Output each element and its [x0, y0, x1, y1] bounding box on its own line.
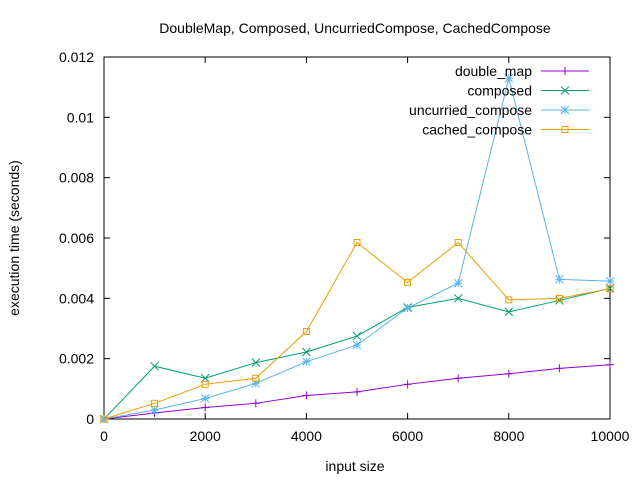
data-point — [302, 357, 311, 367]
data-point — [100, 415, 108, 423]
axis-ticks: 0 2000 4000 6000 8000 10000 0 0.002 0.004 0.006 0.… — [59, 49, 630, 444]
legend: double_map composed uncurried_composecache… — [409, 63, 589, 138]
data-point — [302, 391, 311, 400]
legend-item: cached_compose — [422, 122, 589, 138]
data-point — [151, 399, 159, 407]
plot-frame — [103, 56, 611, 420]
x-tick-label: 2000 — [190, 428, 221, 444]
data-point — [403, 303, 412, 313]
y-tick-label: 0.01 — [67, 109, 94, 125]
data-point — [555, 294, 563, 302]
data-point — [302, 328, 310, 336]
y-tick-label: 0.012 — [59, 49, 94, 65]
data-point — [555, 364, 564, 373]
y-tick-label: 0.002 — [59, 351, 94, 367]
legend-marker — [561, 67, 569, 75]
data-point — [605, 276, 615, 286]
legend-label: cached_compose — [422, 122, 532, 138]
data-point — [201, 403, 210, 412]
data-point — [352, 331, 362, 341]
data-point — [353, 387, 361, 396]
series-line — [103, 77, 611, 420]
data-point — [352, 340, 362, 350]
series-double-map — [100, 360, 614, 423]
data-point — [150, 405, 159, 415]
data-point — [252, 374, 260, 382]
series-line — [103, 241, 611, 420]
x-axis-label: input size — [325, 458, 384, 474]
data-point — [251, 358, 261, 367]
legend-item: uncurried_compose — [409, 102, 589, 118]
data-point — [150, 361, 159, 371]
y-tick-label: 0.008 — [59, 170, 94, 186]
legend-item: composed — [467, 83, 589, 99]
data-point — [201, 380, 209, 388]
legend-label: double_map — [455, 63, 532, 79]
data-point — [454, 239, 462, 247]
legend-marker — [560, 86, 570, 95]
data-point — [454, 374, 463, 383]
data-point — [504, 307, 514, 317]
series-composed — [99, 284, 615, 424]
y-tick-label: 0 — [86, 411, 94, 427]
legend-marker — [560, 105, 570, 115]
data-point — [403, 380, 412, 389]
data-point — [453, 293, 463, 303]
x-tick-label: 4000 — [291, 428, 322, 444]
data-point — [555, 274, 564, 284]
series-layer — [99, 73, 615, 424]
x-tick-label: 6000 — [392, 428, 423, 444]
data-point — [302, 347, 311, 357]
legend-marker — [561, 126, 569, 133]
data-point — [200, 394, 210, 403]
series-cached-compose — [100, 239, 614, 423]
data-point — [453, 278, 463, 288]
x-tick-label: 8000 — [493, 428, 524, 444]
data-point — [504, 369, 513, 378]
data-point — [404, 278, 412, 286]
data-point — [251, 399, 260, 408]
y-axis-label: execution time (seconds) — [6, 160, 22, 316]
x-tick-label: 0 — [100, 428, 108, 444]
x-tick-label: 10000 — [591, 428, 630, 444]
y-tick-label: 0.006 — [59, 230, 94, 246]
y-tick-label: 0.004 — [59, 290, 94, 306]
data-point — [353, 239, 361, 247]
legend-item: double_map — [455, 63, 589, 79]
data-point — [606, 360, 614, 369]
legend-label: composed — [467, 83, 532, 99]
data-point — [505, 296, 513, 304]
series-line — [103, 287, 611, 420]
legend-label: uncurried_compose — [409, 102, 532, 118]
data-point — [504, 73, 514, 83]
chart-title: DoubleMap, Composed, UncurriedCompose, C… — [159, 20, 551, 36]
data-point — [606, 285, 614, 293]
